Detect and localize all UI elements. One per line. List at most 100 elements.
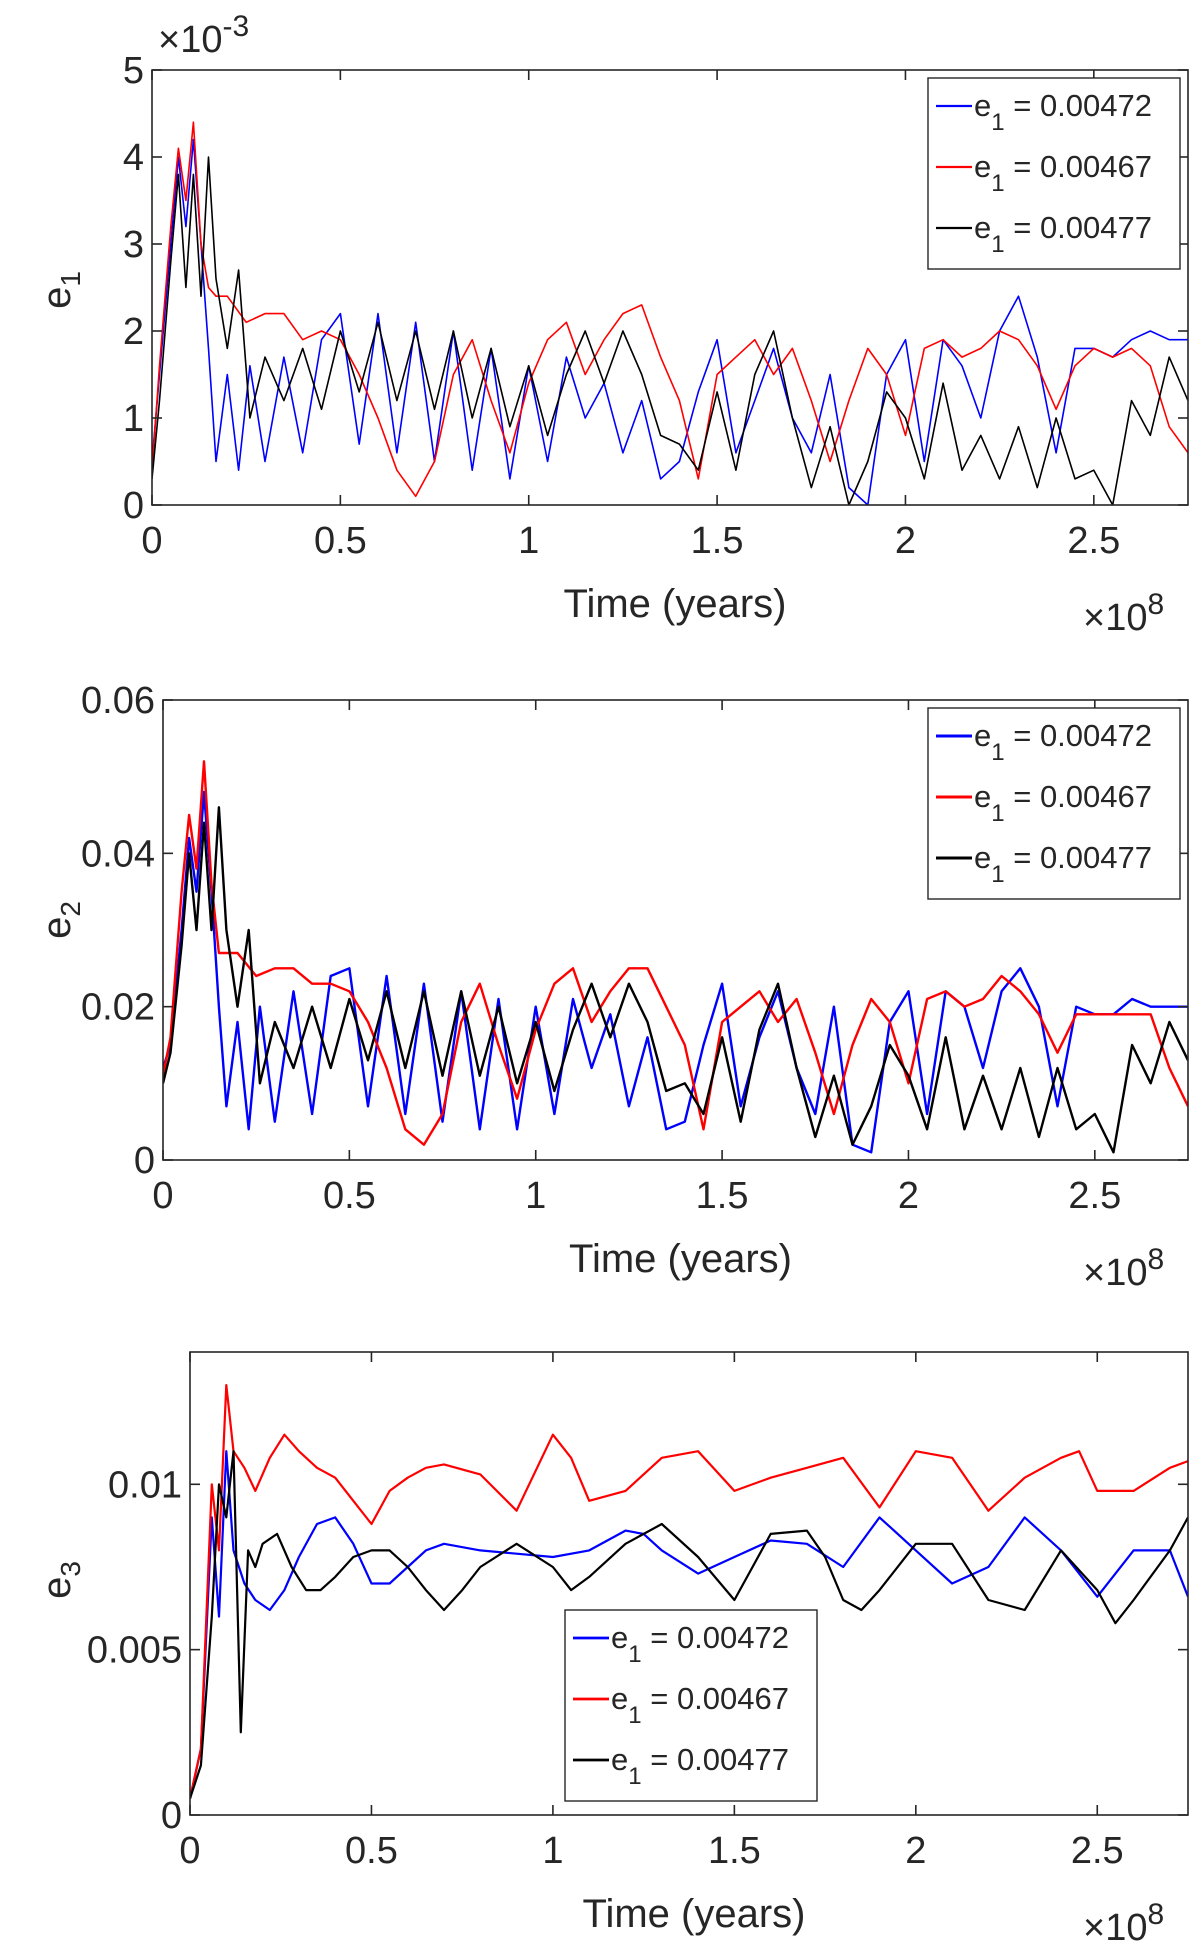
axes-frame-e1 [151, 69, 1189, 506]
axes-frame-e2 [162, 699, 1189, 1161]
x-axis-label-e2: Time (years) [569, 1237, 792, 1281]
legend-entry-sub: 1 [991, 231, 1004, 258]
ticks-e3: 0 0.5 1 1.5 2 2.5 0 0.005 0.01 [87, 1352, 1188, 1872]
legend-entry-name: e [611, 1681, 628, 1716]
legend-entry-sub: 1 [991, 861, 1004, 888]
legend-entry-sub: 1 [991, 800, 1004, 827]
series-line-e3-blue [190, 1450, 1188, 1799]
y-axis-label-sub-e2: 2 [55, 901, 86, 917]
x-tick-label: 1 [525, 1175, 546, 1217]
x-tick-label: 2 [895, 520, 916, 562]
y-axis-label-sub-e3: 3 [55, 1561, 86, 1577]
legend-entry-value: = 0.00477 [642, 1742, 789, 1777]
x-exponent-e1: ×108 [1083, 588, 1164, 639]
legend-entry-blue: e1 = 0.00472 [974, 718, 1152, 766]
legend-entry-value: = 0.00472 [1005, 88, 1152, 123]
legend-entry-value: = 0.00472 [1005, 718, 1152, 753]
y-axis-label-base-e1: e [35, 287, 79, 309]
y-axis-label-sub-e1: 1 [55, 271, 86, 287]
legend-entry-sub: 1 [991, 109, 1004, 136]
x-exponent-power-e1: 8 [1147, 588, 1164, 621]
series-line-e1-blue [152, 138, 1188, 505]
axes-frame-e3 [189, 1351, 1189, 1816]
y-tick-label: 4 [123, 137, 144, 179]
x-tick-label: 2.5 [1068, 1175, 1121, 1217]
y-exponent-power-e1: -3 [222, 10, 249, 43]
x-tick-label: 2.5 [1071, 1830, 1124, 1872]
ticks-e1: 0 0.5 1 1.5 2 2.5 0 1 2 3 4 5 [123, 50, 1188, 562]
legend-entry-name: e [974, 88, 991, 123]
x-tick-label: 1 [518, 520, 539, 562]
legend-entry-sub: 1 [991, 170, 1004, 197]
x-tick-label: 0.5 [323, 1175, 376, 1217]
x-tick-label: 0 [152, 1175, 173, 1217]
legend-entry-blue: e1 = 0.00472 [974, 88, 1152, 136]
y-tick-label: 0 [161, 1795, 182, 1837]
x-tick-label: 0.5 [345, 1830, 398, 1872]
ticks-e2: 0 0.5 1 1.5 2 2.5 0 0.02 0.04 0.06 [81, 680, 1188, 1217]
legend-entry-black: e1 = 0.00477 [974, 840, 1152, 888]
legend-entry-value: = 0.00467 [1005, 779, 1152, 814]
legend-entry-blue: e1 = 0.00472 [611, 1620, 789, 1668]
panel-e2: 0 0.5 1 1.5 2 2.5 0 0.02 0.04 0.06 Time (years) e… [35, 680, 1189, 1294]
series-line-e3-black [190, 1450, 1188, 1799]
legend-entry-value: = 0.00467 [1005, 149, 1152, 184]
legend-entry-name: e [974, 718, 991, 753]
x-tick-label: 1.5 [691, 520, 744, 562]
plot-area-e3 [190, 1383, 1188, 1799]
y-axis-label-e1: e1 [35, 271, 86, 309]
y-tick-label: 0.06 [81, 680, 155, 722]
legend-entry-name: e [974, 149, 991, 184]
series-line-e3-red [190, 1383, 1188, 1799]
plot-area-e1 [152, 121, 1188, 505]
x-tick-label: 0.5 [314, 520, 367, 562]
y-tick-label: 0.01 [108, 1464, 182, 1506]
y-tick-label: 0.02 [81, 987, 155, 1029]
y-axis-label-base-e2: e [35, 917, 79, 939]
y-tick-label: 0.04 [81, 833, 155, 875]
legend-box [927, 707, 1181, 900]
legend-entry-value: = 0.00477 [1005, 840, 1152, 875]
legend-box [564, 1609, 818, 1802]
legend-entry-name: e [974, 210, 991, 245]
x-exponent-e3: ×108 [1083, 1898, 1164, 1949]
x-tick-label: 2 [898, 1175, 919, 1217]
series-line-e2-red [163, 760, 1188, 1146]
y-axis-label-base-e3: e [35, 1577, 79, 1599]
y-tick-label: 5 [123, 50, 144, 92]
legend-entry-name: e [974, 779, 991, 814]
legend-entry-black: e1 = 0.00477 [611, 1742, 789, 1790]
x-tick-label: 1 [542, 1830, 563, 1872]
x-axis-label-e1: Time (years) [564, 582, 787, 626]
y-tick-label: 0 [134, 1140, 155, 1182]
legend-entry-value: = 0.00477 [1005, 210, 1152, 245]
legend-entry-red: e1 = 0.00467 [974, 779, 1152, 827]
x-tick-label: 0 [179, 1830, 200, 1872]
x-exponent-base-e2: ×10 [1083, 1252, 1147, 1294]
legend-entry-name: e [974, 840, 991, 875]
legend-entry-sub: 1 [628, 1702, 641, 1729]
x-axis-label-e3: Time (years) [583, 1892, 806, 1936]
y-axis-label-e2: e2 [35, 901, 86, 939]
series-line-e2-blue [163, 790, 1188, 1154]
x-tick-label: 0 [141, 520, 162, 562]
x-exponent-power-e3: 8 [1147, 1898, 1164, 1931]
legend-entry-sub: 1 [991, 739, 1004, 766]
x-exponent-base-e1: ×10 [1083, 597, 1147, 639]
y-tick-label: 0.005 [87, 1630, 182, 1672]
plot-area-e2 [163, 760, 1188, 1154]
legend-entry-red: e1 = 0.00467 [974, 149, 1152, 197]
series-line-e1-black [152, 156, 1188, 505]
x-tick-label: 1.5 [708, 1830, 761, 1872]
legend-box [927, 77, 1181, 270]
y-tick-label: 1 [123, 398, 144, 440]
legend-entry-value: = 0.00472 [642, 1620, 789, 1655]
legend-entry-name: e [611, 1620, 628, 1655]
y-tick-label: 3 [123, 224, 144, 266]
y-axis-label-e3: e3 [35, 1561, 86, 1599]
